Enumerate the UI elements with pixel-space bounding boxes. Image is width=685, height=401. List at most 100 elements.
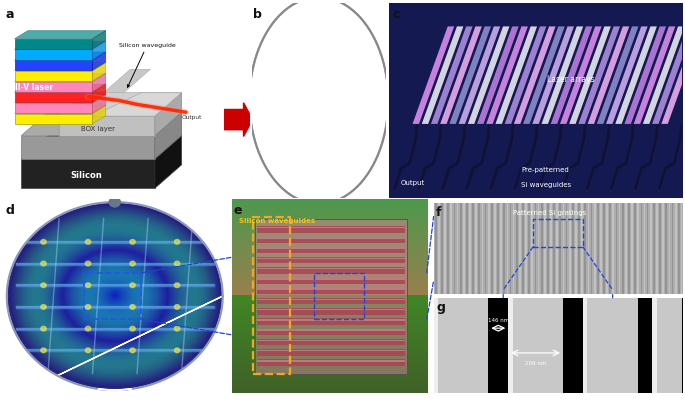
Bar [606, 203, 608, 295]
Polygon shape [505, 27, 547, 125]
Bar [277, 4, 279, 198]
Polygon shape [92, 85, 105, 103]
Circle shape [175, 348, 179, 353]
Bar [588, 203, 589, 295]
Bar [286, 4, 287, 198]
Bar [494, 203, 496, 295]
Bar [550, 203, 552, 295]
Bar [257, 350, 406, 351]
Circle shape [41, 326, 46, 331]
Polygon shape [92, 53, 105, 71]
Polygon shape [551, 27, 593, 125]
Bar [353, 4, 362, 198]
Polygon shape [155, 113, 182, 160]
Bar [360, 4, 362, 198]
Bar [441, 203, 443, 295]
Polygon shape [468, 27, 510, 125]
Bar [560, 203, 561, 295]
Bar [569, 203, 571, 295]
Bar [257, 349, 406, 356]
Circle shape [175, 305, 179, 310]
Bar [522, 203, 524, 295]
Bar [631, 203, 633, 295]
Bar [553, 203, 555, 295]
Bar [257, 268, 406, 270]
Bar [681, 203, 683, 295]
Bar [451, 203, 452, 295]
Text: III-V laser: III-V laser [12, 83, 53, 91]
Bar [672, 203, 673, 295]
Text: d: d [5, 204, 14, 217]
Bar [434, 298, 488, 393]
Bar [257, 309, 406, 311]
Bar [652, 298, 657, 393]
Polygon shape [615, 27, 657, 125]
Bar [669, 203, 671, 295]
Bar [469, 203, 471, 295]
Circle shape [130, 305, 135, 310]
Bar [444, 203, 446, 295]
Circle shape [175, 283, 179, 288]
Polygon shape [103, 70, 151, 93]
Polygon shape [477, 27, 519, 125]
Polygon shape [14, 82, 92, 93]
Polygon shape [92, 106, 105, 125]
Bar [257, 319, 406, 325]
Polygon shape [14, 40, 92, 50]
Bar [253, 217, 290, 374]
Text: e: e [234, 204, 242, 217]
Polygon shape [0, 180, 249, 401]
Bar [582, 203, 583, 295]
Bar [540, 203, 543, 295]
Text: a: a [5, 8, 14, 21]
Polygon shape [14, 106, 105, 114]
Bar [331, 4, 332, 198]
Text: Si waveguide: Si waveguide [276, 158, 323, 176]
Bar [453, 203, 456, 295]
Bar [292, 4, 302, 198]
Polygon shape [14, 74, 105, 82]
Circle shape [130, 326, 135, 331]
Polygon shape [634, 27, 675, 125]
Bar [435, 203, 436, 295]
Bar [619, 203, 621, 295]
Bar [528, 203, 530, 295]
Polygon shape [14, 93, 92, 103]
Bar [612, 203, 614, 295]
Bar [257, 267, 406, 274]
Text: Output: Output [401, 180, 425, 186]
Polygon shape [98, 389, 132, 390]
Bar [271, 4, 273, 198]
Bar [662, 203, 664, 295]
Bar [257, 308, 406, 315]
Polygon shape [412, 27, 454, 125]
Bar [583, 298, 587, 393]
Bar [491, 203, 493, 295]
Bar [538, 203, 539, 295]
Text: Silicon waveguides: Silicon waveguides [239, 218, 316, 224]
Bar [257, 339, 406, 346]
Bar [438, 203, 440, 295]
Text: c: c [392, 8, 399, 21]
Bar [345, 4, 347, 198]
Bar [257, 319, 406, 321]
Bar [508, 298, 563, 393]
Bar [257, 237, 406, 239]
Text: Patterned Si gratings: Patterned Si gratings [513, 209, 586, 215]
Polygon shape [21, 136, 182, 160]
Circle shape [109, 198, 121, 207]
Bar [472, 203, 474, 295]
FancyArrow shape [224, 103, 253, 137]
Polygon shape [155, 136, 182, 189]
Text: Pre-patterned: Pre-patterned [521, 166, 569, 172]
Circle shape [130, 348, 135, 353]
Bar [513, 203, 514, 295]
Bar [255, 219, 407, 374]
Circle shape [86, 305, 90, 310]
Bar [485, 203, 486, 295]
Circle shape [86, 326, 90, 331]
Polygon shape [92, 31, 105, 50]
Bar [308, 4, 317, 198]
Bar [263, 4, 273, 198]
Circle shape [41, 348, 46, 353]
